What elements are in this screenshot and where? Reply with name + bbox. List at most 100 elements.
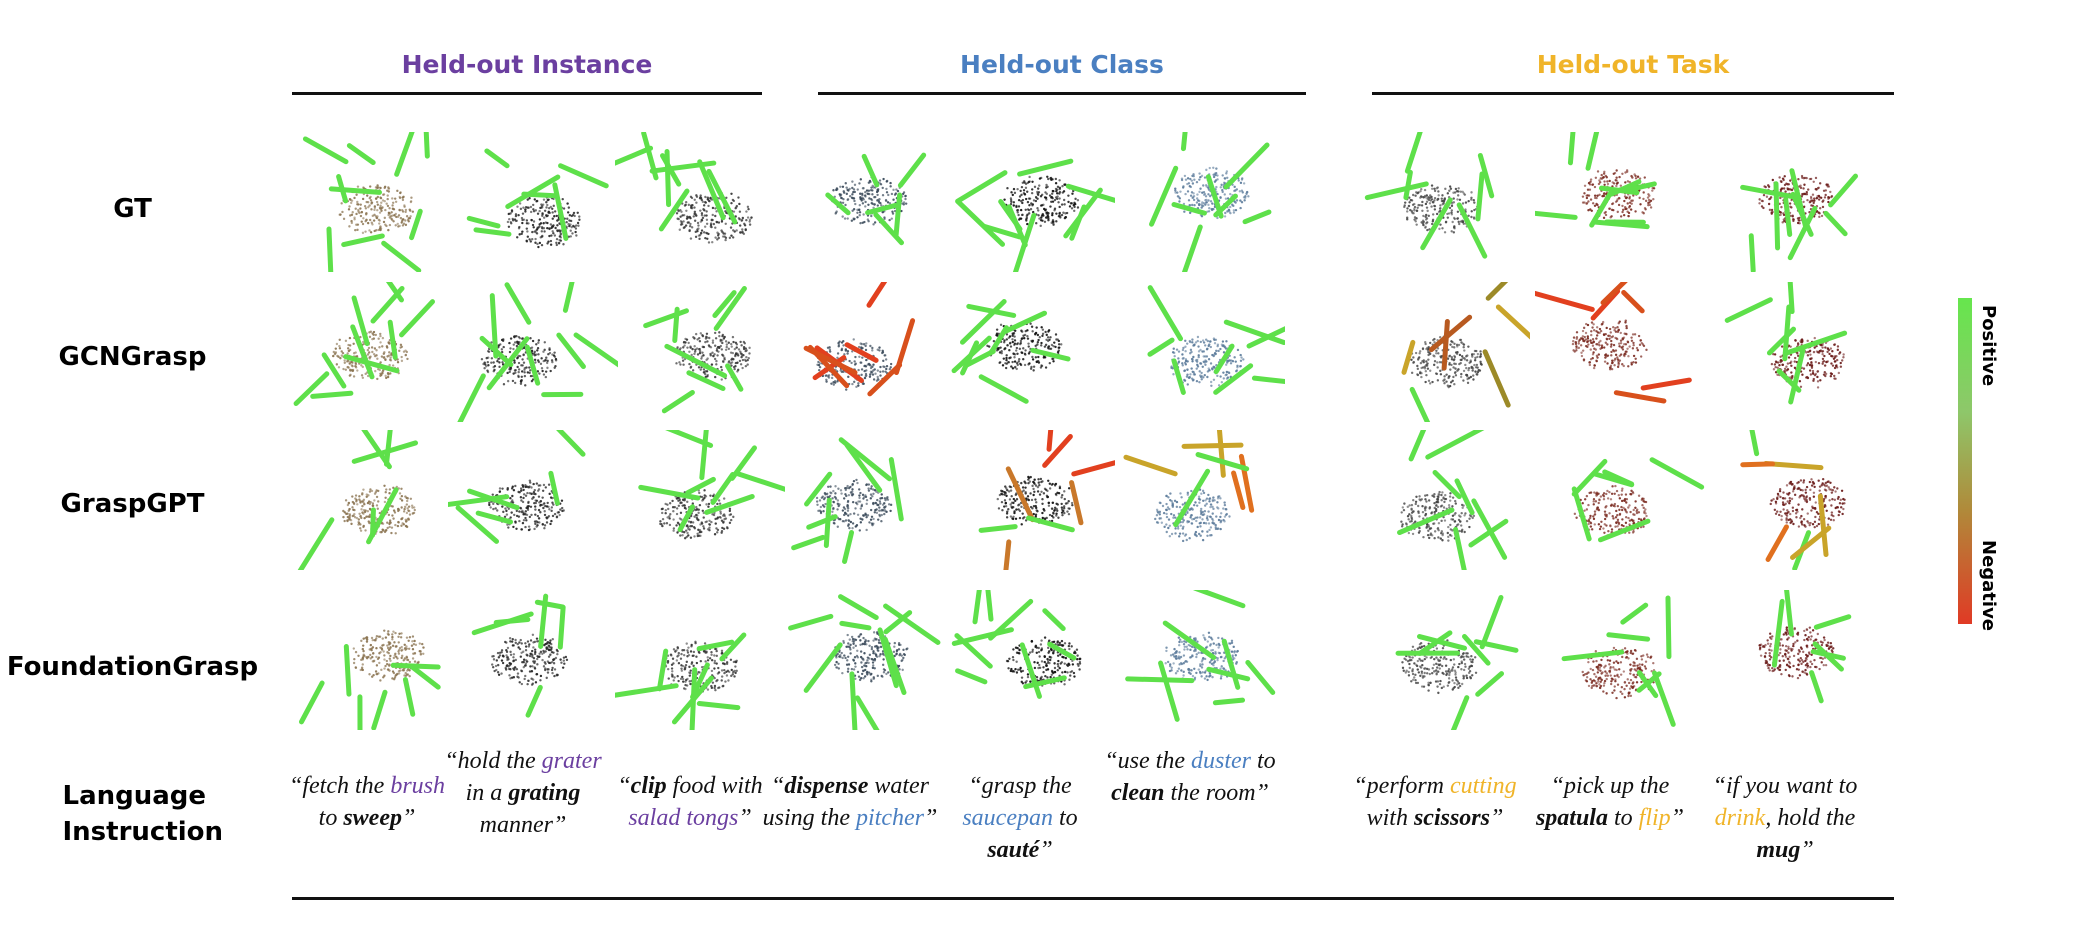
grasp-image — [292, 132, 462, 272]
group-rule-task — [1372, 92, 1894, 95]
row-label-gcngrasp: GCNGrasp — [58, 342, 207, 372]
grasp-image — [1115, 430, 1285, 570]
grasp-image — [1710, 282, 1880, 422]
group-title-task: Held-out Task — [1536, 50, 1730, 79]
instruction-text: sauté — [987, 837, 1040, 863]
grasp-image — [775, 430, 945, 570]
legend-colorbar — [1958, 298, 1972, 624]
instruction-text: saucepan — [962, 805, 1053, 831]
grasp-image — [448, 430, 618, 570]
grasp-image — [1115, 282, 1285, 422]
grasp-image — [615, 590, 785, 730]
grasp-image — [448, 590, 618, 730]
group-rule-instance — [292, 92, 762, 95]
instruction-text: water using the — [762, 773, 930, 831]
language-instruction-6: “use the duster to clean the room” — [1100, 745, 1280, 809]
instruction-text: “fetch the — [289, 773, 391, 799]
instruction-text: ” — [401, 805, 416, 831]
row-label-language-instruction: Language Instruction — [0, 778, 265, 850]
language-instruction-3: “clip food with salad tongs” — [600, 770, 780, 834]
instruction-text: brush — [390, 773, 445, 799]
grasp-image — [1535, 590, 1705, 730]
instruction-text: ” — [923, 805, 938, 831]
instruction-text: grating — [508, 780, 581, 806]
instruction-text: duster — [1191, 748, 1251, 774]
grasp-image — [292, 590, 462, 730]
instruction-text: ” — [1039, 837, 1053, 863]
grasp-image — [292, 430, 462, 570]
grasp-image — [448, 132, 618, 272]
grasp-image — [945, 430, 1115, 570]
instruction-text: the room” — [1164, 780, 1269, 806]
grasp-image — [1360, 132, 1530, 272]
grasp-image — [1360, 430, 1530, 570]
grasp-image — [1360, 590, 1530, 730]
grasp-image — [1710, 590, 1880, 730]
group-title-class: Held-out Class — [960, 50, 1164, 79]
instruction-text: “grasp the — [968, 773, 1072, 799]
grasp-image — [292, 282, 462, 422]
instruction-text: ” — [1800, 837, 1814, 863]
instruction-text: mug — [1756, 837, 1801, 863]
instruction-text: in a — [465, 780, 509, 806]
grasp-image — [1360, 282, 1530, 422]
instruction-text: scissors — [1413, 805, 1490, 831]
instruction-text: “use the — [1104, 748, 1191, 774]
instruction-text: “pick up the — [1550, 773, 1670, 799]
instruction-text: ” — [1490, 805, 1504, 831]
instruction-text: ” — [1670, 805, 1685, 831]
instruction-text: “ — [617, 773, 631, 799]
language-instruction-8: “pick up the spatula to flip” — [1520, 770, 1700, 834]
language-instruction-4: “dispense water using the pitcher” — [760, 770, 940, 834]
language-instruction-2: “hold the grater in a grating manner” — [433, 745, 613, 841]
grasp-image — [448, 282, 618, 422]
instruction-text: flip — [1638, 805, 1671, 831]
row-label-language-instruction-text: Language Instruction — [62, 781, 224, 847]
bottom-rule — [292, 897, 1894, 900]
grasp-image — [1115, 132, 1285, 272]
grasp-image — [775, 282, 945, 422]
grasp-image — [775, 132, 945, 272]
language-instruction-5: “grasp the saucepan to sauté” — [930, 770, 1110, 866]
instruction-text: with — [1366, 805, 1414, 831]
instruction-text: spatula — [1535, 805, 1608, 831]
instruction-text: grater — [541, 748, 602, 774]
instruction-text: cutting — [1450, 773, 1517, 799]
instruction-text: dispense — [784, 773, 869, 799]
instruction-text: , hold the — [1765, 805, 1856, 831]
instruction-text: salad tongs — [628, 805, 739, 831]
grasp-image — [1535, 430, 1705, 570]
instruction-text: pitcher — [855, 805, 924, 831]
instruction-text: “perform — [1353, 773, 1451, 799]
language-instruction-9: “if you want to drink, hold the mug” — [1695, 770, 1875, 866]
instruction-text: drink — [1714, 805, 1766, 831]
grasp-image — [1535, 132, 1705, 272]
grasp-image — [945, 282, 1115, 422]
legend-positive-label: Positive — [1978, 305, 1999, 387]
instruction-text: “hold the — [444, 748, 542, 774]
grasp-image — [775, 590, 945, 730]
grasp-image — [945, 590, 1115, 730]
instruction-text: to — [318, 805, 344, 831]
instruction-text: clip — [630, 773, 667, 799]
group-rule-class — [818, 92, 1306, 95]
group-title-instance: Held-out Instance — [401, 50, 653, 79]
instruction-text: to — [1607, 805, 1639, 831]
instruction-text: ” — [738, 805, 752, 831]
instruction-text: “if you want to — [1712, 773, 1858, 799]
grasp-image — [615, 132, 785, 272]
grasp-image — [945, 132, 1115, 272]
grasp-image — [615, 430, 785, 570]
instruction-text: “ — [770, 773, 785, 799]
grasp-image — [1535, 282, 1705, 422]
language-instruction-7: “perform cutting with scissors” — [1345, 770, 1525, 834]
grasp-image — [1115, 590, 1285, 730]
instruction-text: food with — [666, 773, 763, 799]
language-instruction-1: “fetch the brush to sweep” — [277, 770, 457, 834]
grasp-image — [615, 282, 785, 422]
legend-negative-label: Negative — [1978, 540, 1999, 632]
instruction-text: to — [1052, 805, 1078, 831]
row-label-foundationgrasp: FoundationGrasp — [6, 652, 259, 682]
instruction-text: clean — [1111, 780, 1165, 806]
grasp-image — [1710, 132, 1880, 272]
